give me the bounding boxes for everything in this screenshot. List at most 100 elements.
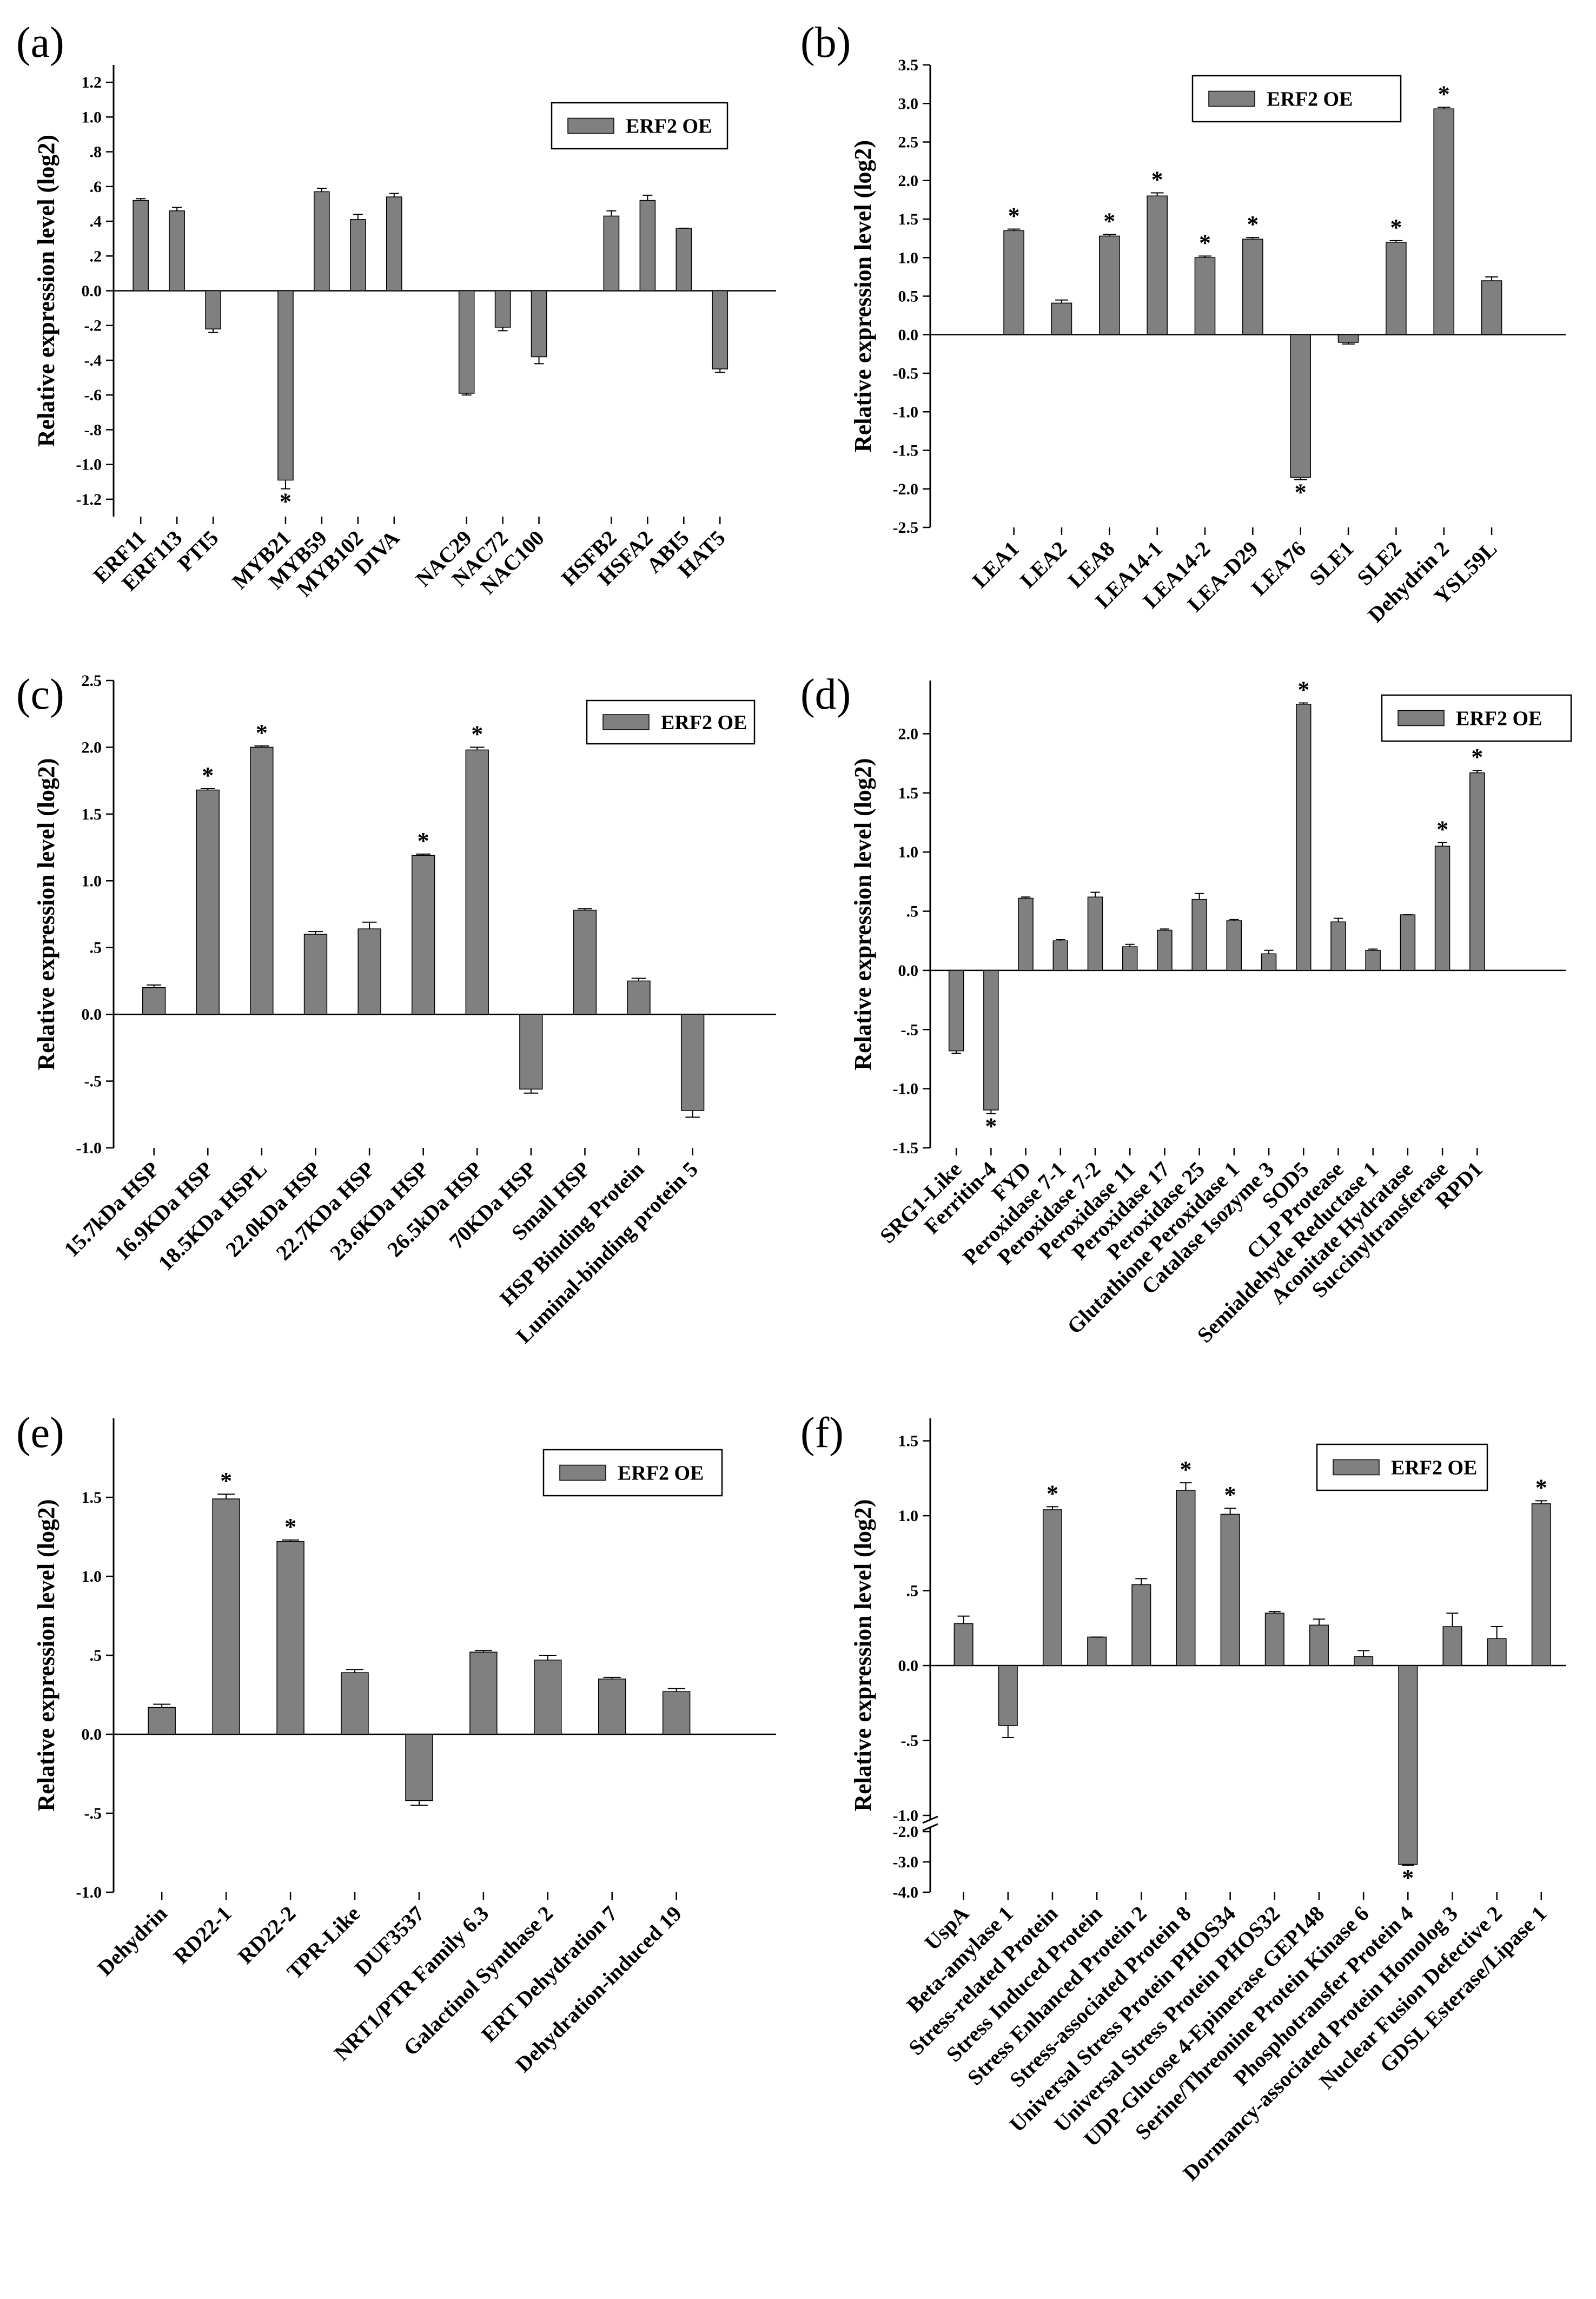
significance-star: * [284,1514,296,1540]
bar [314,191,330,292]
bar [1487,1638,1507,1666]
y-tick-label: -2.0 [893,1823,919,1841]
bar [519,1014,543,1090]
y-tick-label: -.2 [84,317,102,335]
y-tick-label: 1.5 [898,1432,919,1450]
bar [1191,899,1207,971]
y-tick-label: -1.0 [893,1807,919,1825]
panel-label: (b) [800,19,851,67]
bar [1290,334,1311,478]
y-tick-label: 2.0 [82,738,102,756]
bar [357,928,381,1015]
bar [598,1679,626,1735]
y-tick-label: -1.0 [76,1884,102,1901]
bar [148,1707,176,1735]
legend-swatch [1208,90,1255,107]
bar [1295,703,1312,971]
legend-swatch [559,1464,606,1481]
panel-label: (a) [16,19,64,67]
y-tick-label: 1.0 [898,843,919,861]
y-tick-label: 1.0 [82,872,102,890]
y-tick-label: 1.5 [898,210,919,228]
significance-star: * [1103,208,1115,235]
legend-label: ERF2 OE [1456,708,1542,730]
bar [1434,845,1451,971]
bar [411,855,435,1015]
y-tick-label: 2.5 [898,134,919,151]
y-tick-label: -0.5 [893,365,919,382]
y-tick-label: 0.5 [898,288,919,306]
bar [1226,920,1242,971]
bar [1003,230,1024,335]
bar [1122,946,1138,971]
significance-star: * [1224,1482,1236,1508]
y-tick-label: .6 [90,178,102,196]
bar [133,200,149,292]
bar [196,789,220,1015]
y-tick-label: -.5 [84,1805,102,1822]
y-tick-label: 0.0 [898,962,919,980]
bar [953,1623,974,1666]
y-tick-label: 2.0 [898,172,919,190]
y-axis-title: Relative expression level (log2) [33,135,59,447]
bar [948,970,964,1052]
bar [469,1651,498,1735]
y-tick-label: 3.0 [898,95,919,113]
panel-label: (f) [800,1409,844,1457]
y-tick-label: 0.0 [82,282,102,300]
y-tick-label: -3.0 [893,1853,919,1871]
y-tick-label: .4 [90,213,102,230]
y-tick-label: -1.0 [76,1139,102,1157]
bar [458,290,475,394]
y-tick-label: 1.2 [82,74,102,91]
bar [1220,1514,1240,1666]
significance-star: * [220,1468,232,1494]
y-tick-label: 1.0 [82,1568,102,1585]
bar [573,909,597,1015]
bar [1531,1503,1551,1666]
legend-swatch [567,117,614,134]
y-tick-label: 0.0 [82,1726,102,1743]
y-tick-label: .8 [90,143,102,161]
bar [1147,195,1168,335]
significance-star: * [418,828,429,854]
bar [212,1498,240,1735]
y-tick-label: 2.5 [82,672,102,690]
bar [1386,242,1407,335]
y-tick-label: -.5 [901,1732,919,1750]
bar [341,1672,369,1735]
bar [142,987,166,1015]
bar [1433,108,1455,335]
legend-label: ERF2 OE [618,1462,704,1485]
legend-swatch [1333,1459,1380,1476]
y-tick-label: -1.5 [893,442,919,460]
bar [205,290,221,329]
bar [1087,896,1103,971]
bar [1398,1665,1418,1865]
significance-star: * [280,488,292,515]
bar [1131,1584,1151,1666]
significance-star: * [1180,1456,1191,1483]
significance-star: * [985,1113,997,1140]
y-tick-label: -1.5 [893,1139,919,1157]
bar [1242,239,1263,335]
bar [1052,940,1069,971]
panel-label: (e) [16,1409,64,1457]
significance-star: * [1295,479,1307,506]
y-tick-label: -1.0 [893,403,919,421]
significance-star: * [256,719,268,746]
panel-label: (d) [800,671,851,718]
bar [1018,897,1034,971]
legend-swatch [602,714,650,730]
significance-star: * [1402,1865,1414,1891]
bar [662,1691,691,1735]
significance-star: * [1008,203,1020,229]
significance-star: * [1438,81,1450,107]
y-tick-label: -1.0 [893,1080,919,1098]
y-tick-label: 1.5 [898,784,919,802]
bar [680,1014,705,1111]
y-tick-label: .5 [90,939,102,957]
y-axis-title: Relative expression level (log2) [850,140,876,452]
bar [1261,953,1277,971]
